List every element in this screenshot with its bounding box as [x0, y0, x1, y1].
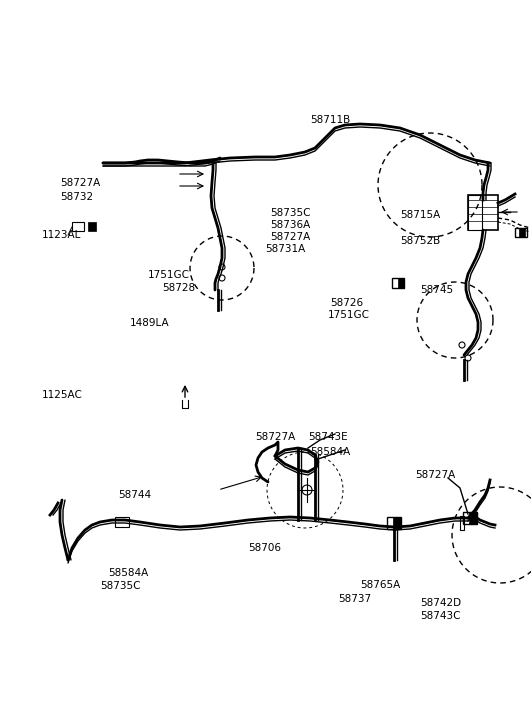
Text: 58726: 58726 [330, 298, 363, 308]
Bar [387, 517, 401, 529]
Text: 58735C: 58735C [270, 208, 311, 218]
Text: 58744: 58744 [118, 490, 151, 500]
Bar [392, 278, 404, 288]
Text: 58727A: 58727A [60, 178, 100, 188]
Text: 1751GC: 1751GC [148, 270, 190, 280]
Text: 58743E: 58743E [308, 432, 348, 442]
Text: 58737: 58737 [338, 594, 371, 604]
Bar [515, 228, 527, 237]
Bar [468, 195, 498, 230]
Text: 1123AL: 1123AL [42, 230, 81, 240]
Text: 58735C: 58735C [100, 581, 141, 591]
Bar [460, 516, 464, 530]
Text: 58742D: 58742D [420, 598, 461, 608]
Text: 58584A: 58584A [108, 568, 148, 578]
Bar [72, 222, 84, 231]
Text: 58715A: 58715A [400, 210, 440, 220]
Text: 58728: 58728 [162, 283, 195, 293]
Text: 58752B: 58752B [400, 236, 440, 246]
Bar [393, 517, 401, 529]
Text: 58765A: 58765A [360, 580, 400, 590]
Text: 1125AC: 1125AC [42, 390, 83, 400]
Text: 58743C: 58743C [420, 611, 460, 621]
Bar [519, 228, 525, 237]
Bar [463, 512, 477, 524]
Text: 1489LA: 1489LA [130, 318, 169, 328]
Text: 58731A: 58731A [265, 244, 305, 254]
Text: 58732: 58732 [60, 192, 93, 202]
Text: 58706: 58706 [248, 543, 281, 553]
Text: 58727A: 58727A [270, 232, 310, 242]
Bar [469, 512, 477, 524]
Bar [468, 195, 482, 230]
Text: 58736A: 58736A [270, 220, 310, 230]
Bar [88, 222, 96, 231]
Bar [115, 517, 129, 527]
Text: 58727A: 58727A [255, 432, 295, 442]
Text: 58727A: 58727A [415, 470, 455, 480]
Text: 58711B: 58711B [310, 115, 350, 125]
Text: 58584A: 58584A [310, 447, 350, 457]
Bar [398, 278, 404, 288]
Text: 1751GC: 1751GC [328, 310, 370, 320]
Text: 58745: 58745 [420, 285, 453, 295]
